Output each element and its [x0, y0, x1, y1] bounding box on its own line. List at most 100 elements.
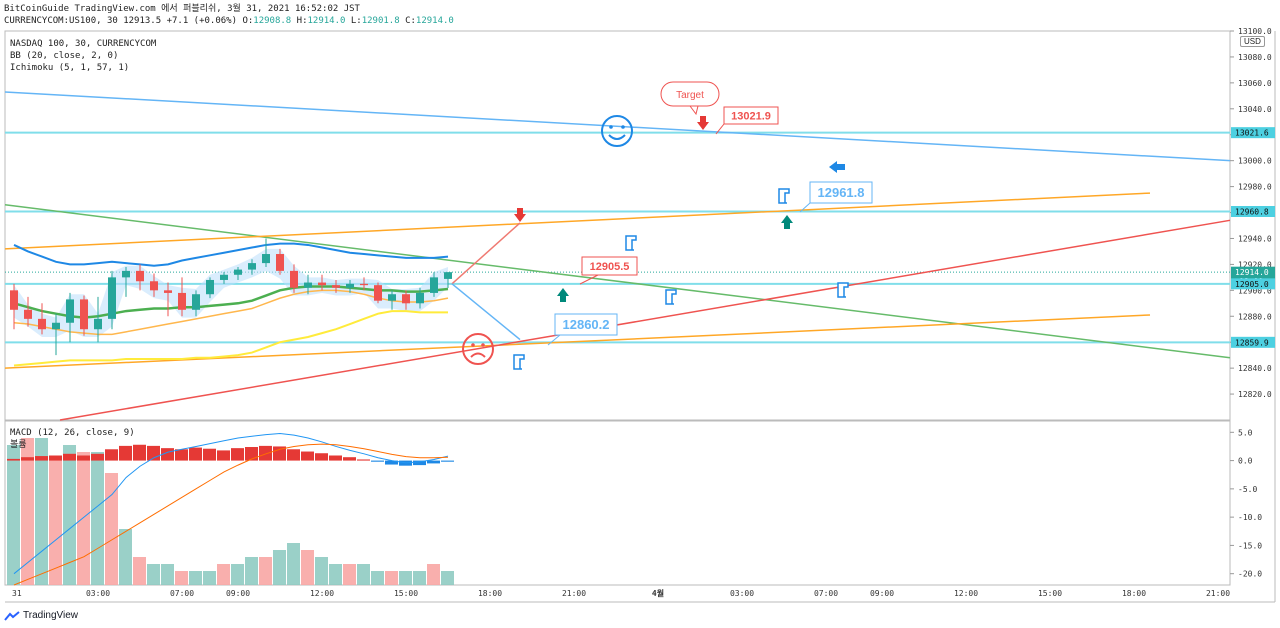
candle-body [38, 318, 46, 330]
bb-upper-line [13, 242, 449, 267]
macd-histogram-bar [133, 444, 146, 461]
trendline-green [4, 204, 1231, 359]
candle-body [80, 299, 88, 330]
price-badge-label: 12905.0 [1235, 280, 1269, 289]
candle-body [94, 318, 102, 330]
volume-bar [245, 557, 258, 585]
candle-body [290, 270, 298, 288]
candle-body [66, 299, 74, 323]
volume-bar [371, 571, 384, 585]
smiley-sad-icon [462, 333, 494, 365]
tradingview-logo[interactable]: TradingView [4, 610, 78, 621]
macd-histogram-bar [413, 460, 426, 466]
candle-body [430, 277, 438, 293]
volume-bar [441, 571, 454, 585]
macd-histogram-bar [343, 457, 356, 461]
candle-body [304, 282, 312, 288]
macd-histogram-bar [21, 457, 34, 461]
macd-histogram-bar [385, 460, 398, 465]
trendline-orange-upper [4, 192, 1151, 250]
macd-histogram-bar [189, 447, 202, 461]
hand-pointer-icon [513, 354, 525, 370]
candle-body [360, 283, 368, 286]
macd-histogram-bar [203, 448, 216, 461]
macd-tick-label: -5.0 [1238, 485, 1257, 494]
candle-body [136, 270, 144, 282]
macd-tick-label: -15.0 [1238, 541, 1262, 550]
macd-histogram-bar [245, 447, 258, 461]
close-label: C: [405, 16, 416, 26]
price-tick-label: 12880.0 [1238, 312, 1272, 321]
volume-bar [427, 564, 440, 585]
time-tick-label: 12:00 [954, 589, 978, 598]
trendline-orange-lower [4, 314, 1151, 369]
time-tick-label: 09:00 [226, 589, 250, 598]
label-13021-text: 13021.9 [731, 110, 771, 122]
legend-ichimoku: Ichimoku (5, 1, 57, 1) [10, 63, 130, 73]
price-tick-label: 12840.0 [1238, 364, 1272, 373]
label-12961-box [809, 181, 873, 204]
volume-bar [189, 571, 202, 585]
time-tick-label: 15:00 [394, 589, 418, 598]
candle-body [276, 254, 284, 271]
projection-up-line [451, 222, 521, 285]
macd-histogram-bar [105, 449, 118, 461]
legend-volume: 볼륨 [10, 440, 27, 450]
candle-body [52, 322, 60, 330]
volume-bar [329, 564, 342, 585]
price-badge-label: 13021.6 [1235, 129, 1269, 138]
macd-pane-frame [4, 420, 1231, 586]
candle-body [388, 294, 396, 301]
ichimoku-cloud [14, 248, 448, 338]
smiley-eye [609, 125, 613, 129]
candle-body [108, 277, 116, 319]
legend-bb: BB (20, close, 2, 0) [10, 51, 119, 61]
volume-bar [147, 564, 160, 585]
smiley-happy-icon [601, 115, 633, 147]
candle-body [220, 274, 228, 280]
macd-tick-label: -10.0 [1238, 513, 1262, 522]
open-value: 12908.8 [253, 16, 292, 26]
volume-bar [231, 564, 244, 585]
candle-body [10, 290, 18, 310]
label-12860-box [554, 313, 618, 336]
candle-body [444, 272, 452, 279]
candle-body [262, 254, 270, 264]
macd-tick-label: 5.0 [1238, 428, 1253, 437]
close-value: 12914.0 [415, 16, 454, 26]
chart-legend: NASDAQ 100, 30, CURRENCYCOM BB (20, clos… [10, 38, 156, 74]
time-tick-label: 09:00 [870, 589, 894, 598]
target-bubble-tail [689, 105, 699, 116]
volume-bar [413, 571, 426, 585]
label-13021-pointer [715, 123, 725, 135]
trendline-blue [4, 91, 1231, 162]
price-badge [1231, 336, 1275, 348]
hand-pointer-icon [837, 282, 849, 298]
volume-bar [357, 564, 370, 585]
trendline-red [59, 219, 1231, 421]
price-change: +7.1 (+0.06%) [166, 16, 238, 26]
candle-body [374, 285, 382, 301]
low-label: L: [350, 16, 362, 26]
volume-bar [399, 571, 412, 585]
time-tick-label: 4월 [652, 588, 664, 598]
label-12905-box [581, 256, 638, 276]
price-badge [1231, 205, 1275, 217]
currency-button[interactable]: USD [1240, 36, 1265, 47]
candle-body [206, 279, 214, 295]
publish-line: BitCoinGuide TradingView.com 에서 퍼블리쉬, 3월… [4, 4, 360, 14]
price-badge-label: 12859.9 [1235, 338, 1269, 347]
volume-bar [315, 557, 328, 585]
candle-body [150, 281, 158, 291]
projection-down-line [451, 283, 521, 341]
macd-histogram-bar [287, 449, 300, 461]
smiley-eye [481, 343, 485, 347]
smiley-eye [621, 125, 625, 129]
time-tick-label: 03:00 [86, 589, 110, 598]
price-tick-label: 13080.0 [1238, 53, 1272, 62]
tenkan-line [13, 310, 448, 367]
candle-body [234, 269, 242, 275]
macd-tick-label: -20.0 [1238, 570, 1262, 579]
time-tick-label: 31 [12, 589, 22, 598]
